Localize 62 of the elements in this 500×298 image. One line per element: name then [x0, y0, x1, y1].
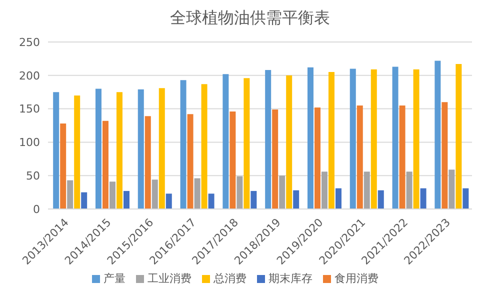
y-tick-label: 250 — [19, 36, 40, 49]
bar — [180, 80, 186, 209]
bar — [95, 88, 102, 209]
bar — [350, 68, 356, 209]
bar — [81, 192, 88, 209]
bar — [230, 111, 236, 209]
bar — [356, 105, 363, 209]
bar — [328, 72, 334, 209]
bar — [462, 188, 469, 209]
y-tick-label: 50 — [26, 170, 40, 183]
bar — [201, 84, 208, 209]
bar — [116, 92, 122, 209]
legend-label: 工业消费 — [148, 272, 192, 285]
bar — [166, 194, 172, 209]
chart-title: 全球植物油供需平衡表 — [169, 8, 331, 29]
bar — [442, 102, 448, 209]
bar — [272, 109, 278, 209]
bar — [138, 89, 144, 209]
bar — [109, 182, 116, 209]
y-tick-label: 150 — [19, 102, 40, 116]
bar — [152, 180, 158, 209]
bar — [364, 172, 370, 209]
legend-label: 食用消费 — [334, 272, 378, 285]
y-tick-label: 0 — [33, 202, 40, 216]
bar — [222, 74, 229, 209]
bar — [208, 194, 214, 209]
bar — [102, 120, 108, 209]
bar — [53, 92, 60, 209]
bar — [335, 188, 342, 209]
bar — [293, 190, 300, 209]
bar — [279, 176, 286, 209]
bar — [158, 88, 165, 209]
bar — [314, 107, 320, 209]
bar — [434, 60, 441, 209]
bar — [67, 180, 74, 209]
bar — [265, 70, 272, 209]
bar — [456, 64, 462, 209]
bar — [286, 75, 292, 209]
bar — [413, 69, 420, 209]
bar — [250, 190, 257, 209]
y-tick-label: 200 — [19, 69, 40, 82]
bar — [399, 105, 406, 209]
legend-label: 总消费 — [214, 272, 246, 285]
bar — [244, 78, 250, 209]
bar — [406, 172, 412, 209]
bar — [194, 178, 200, 209]
bar — [321, 172, 328, 209]
bar — [420, 188, 426, 209]
y-tick-label: 100 — [19, 136, 40, 150]
legend-label: 期末库存 — [268, 272, 312, 285]
bar — [74, 95, 80, 209]
bar — [307, 67, 314, 209]
bar — [236, 176, 243, 209]
bar — [187, 114, 194, 209]
bar — [370, 69, 377, 209]
bar — [123, 190, 130, 209]
bar — [378, 190, 384, 209]
bar — [60, 123, 66, 209]
bar — [144, 116, 151, 209]
bar — [392, 66, 398, 209]
bar — [448, 170, 455, 209]
legend-label: 产量 — [104, 272, 126, 285]
